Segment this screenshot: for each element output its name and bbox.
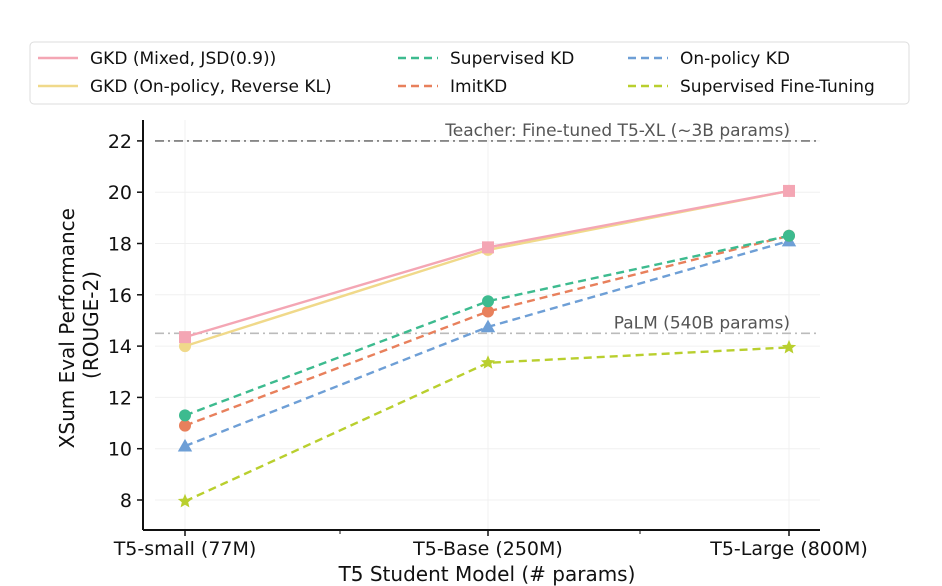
series-group (177, 184, 797, 508)
y-tick-label: 8 (120, 490, 132, 512)
data-point (482, 305, 494, 318)
y-tick-label: 18 (108, 234, 132, 256)
x-tick-label: T5-Large (800M) (709, 538, 868, 560)
y-tick-label: 20 (108, 182, 132, 204)
data-point (179, 419, 191, 432)
series-line (184, 239, 790, 448)
y-tick-label: 22 (108, 131, 132, 153)
y-axis-title-line-1: XSum Eval Performance (55, 208, 79, 448)
data-point (179, 331, 191, 344)
y-tick-label: 10 (108, 439, 132, 461)
data-point (482, 241, 494, 254)
series-line (184, 234, 790, 417)
legend-label: Supervised KD (450, 49, 574, 69)
legend: GKD (Mixed, JSD(0.9)) GKD (On-policy, Rev… (29, 41, 910, 105)
legend-frame (29, 41, 910, 105)
data-point (480, 355, 496, 369)
data-point (482, 295, 494, 308)
data-point (177, 438, 193, 452)
legend-label: GKD (Mixed, JSD(0.9)) (90, 49, 276, 69)
x-tick-label: T5-small (77M) (113, 538, 257, 560)
data-point (480, 319, 496, 333)
reference-line-label: PaLM (540B params) (614, 313, 790, 333)
legend-label: GKD (On-policy, Reverse KL) (90, 77, 332, 97)
legend-label: On-policy KD (680, 49, 790, 69)
data-point (179, 409, 191, 422)
y-axis-title-line-2: (ROUGE-2) (79, 271, 103, 379)
legend-label: ImitKD (450, 77, 507, 97)
series-2 (179, 229, 795, 422)
reference-lines: Teacher: Fine-tuned T5-XL (~3B params) Pa… (155, 121, 820, 335)
ticks: 8 10 12 14 16 18 20 22 T5-small (77M) T5-Base (25… (108, 131, 868, 560)
y-tick-label: 16 (108, 285, 132, 307)
x-axis-title: T5 Student Model (# params) (338, 562, 636, 586)
x-tick-label: T5-Base (250M) (412, 538, 563, 560)
axes (142, 120, 820, 531)
series-line (184, 234, 790, 427)
y-tick-label: 12 (108, 387, 132, 409)
series-4 (177, 233, 797, 452)
data-point (783, 184, 795, 197)
data-point (781, 339, 797, 354)
y-tick-label: 14 (108, 336, 132, 358)
series-5 (177, 339, 797, 508)
reference-line-label: Teacher: Fine-tuned T5-XL (~3B params) (444, 121, 790, 141)
data-point (783, 229, 795, 242)
series-line (184, 346, 790, 503)
y-axis-title: XSum Eval Performance (ROUGE-2) (55, 202, 103, 449)
legend-label: Supervised Fine-Tuning (680, 77, 875, 97)
data-point (177, 493, 193, 508)
series-0 (179, 184, 795, 344)
